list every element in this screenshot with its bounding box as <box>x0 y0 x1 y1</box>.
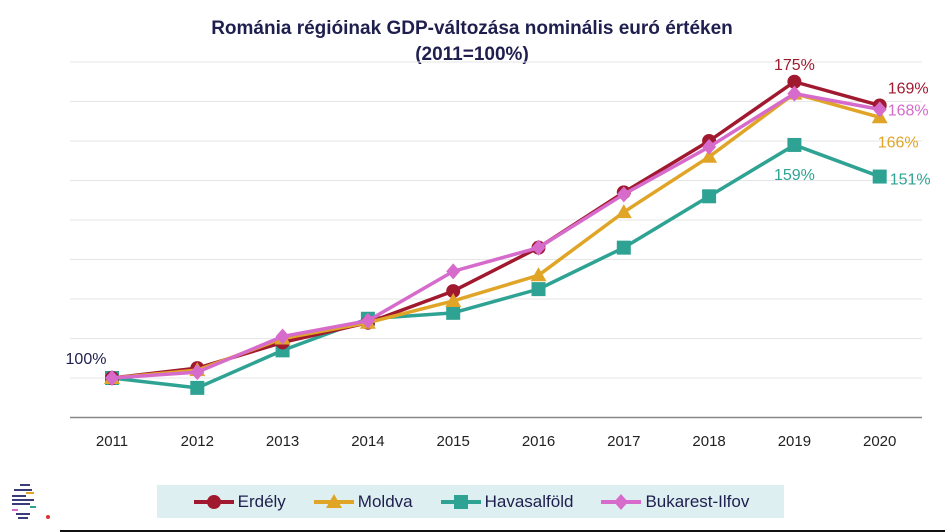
x-tick-label: 2014 <box>351 433 384 450</box>
line-chart: Románia régióinak GDP-változása nomináli… <box>66 18 931 450</box>
x-tick-label: 2011 <box>96 433 128 450</box>
data-point <box>206 494 221 509</box>
data-point <box>787 85 802 102</box>
legend: Erdély Moldva Havasalföld Bukarest-Ilfov <box>157 485 784 518</box>
data-point <box>872 169 887 184</box>
series-Havasalföld <box>105 137 887 395</box>
series-line <box>111 91 881 380</box>
x-tick-label: 2016 <box>522 433 555 450</box>
legend-circle-icon <box>193 494 234 509</box>
legend-item: Erdély <box>192 492 286 512</box>
data-point <box>105 370 119 386</box>
x-tick-label: 2018 <box>692 433 725 450</box>
data-point <box>190 364 205 381</box>
legend-item: Bukarest-Ilfov <box>599 492 749 512</box>
data-point <box>190 380 205 395</box>
data-point <box>325 493 342 508</box>
data-point <box>872 101 887 118</box>
data-point <box>701 148 718 163</box>
data-point <box>787 74 802 89</box>
data-point <box>531 282 546 297</box>
data-point <box>614 493 629 510</box>
legend-label: Havasalföld <box>484 491 574 511</box>
data-label: 166% <box>878 134 919 151</box>
legend-item: Havasalföld <box>439 491 574 512</box>
data-label: 168% <box>888 102 929 119</box>
series-line <box>111 80 881 380</box>
chart-title: Románia régióinak GDP-változása nomináli… <box>211 18 733 39</box>
logo-icon <box>12 484 50 519</box>
data-point <box>453 494 468 509</box>
data-label: 151% <box>890 172 931 189</box>
data-point <box>616 186 631 203</box>
series-Bukarest-Ilfov <box>105 85 887 386</box>
x-tick-label: 2020 <box>863 433 896 450</box>
data-label: 159% <box>774 167 815 184</box>
data-point <box>445 292 462 307</box>
legend-diamond-icon <box>601 493 642 510</box>
data-label: 175% <box>774 57 815 74</box>
x-tick-label: 2015 <box>437 433 470 450</box>
data-point <box>446 284 461 299</box>
series-Moldva <box>104 85 888 384</box>
legend-square-icon <box>440 494 481 509</box>
data-point <box>616 240 631 255</box>
legend-label: Erdély <box>237 491 286 511</box>
data-point <box>446 263 461 280</box>
x-tick-label: 2013 <box>266 433 299 450</box>
data-point <box>360 312 375 329</box>
data-point <box>787 137 802 152</box>
data-point <box>531 239 546 256</box>
x-tick-label: 2012 <box>181 433 214 450</box>
x-tick-label: 2017 <box>607 433 640 450</box>
data-point <box>702 138 717 155</box>
x-tick-label: 2019 <box>778 433 811 450</box>
data-label: 169% <box>888 80 929 97</box>
series-line <box>111 91 881 380</box>
legend-item: Moldva <box>312 492 413 512</box>
legend-label: Bukarest-Ilfov <box>645 491 750 511</box>
legend-triangle-icon <box>313 493 354 508</box>
legend-label: Moldva <box>357 491 413 511</box>
data-point <box>446 305 461 320</box>
data-point <box>615 204 632 219</box>
data-point <box>275 328 290 345</box>
chart-subtitle: (2011=100%) <box>415 44 529 65</box>
series-line <box>111 143 881 390</box>
divider <box>60 530 945 532</box>
data-point <box>702 189 717 204</box>
data-point <box>530 267 547 282</box>
data-label: 100% <box>66 351 107 368</box>
